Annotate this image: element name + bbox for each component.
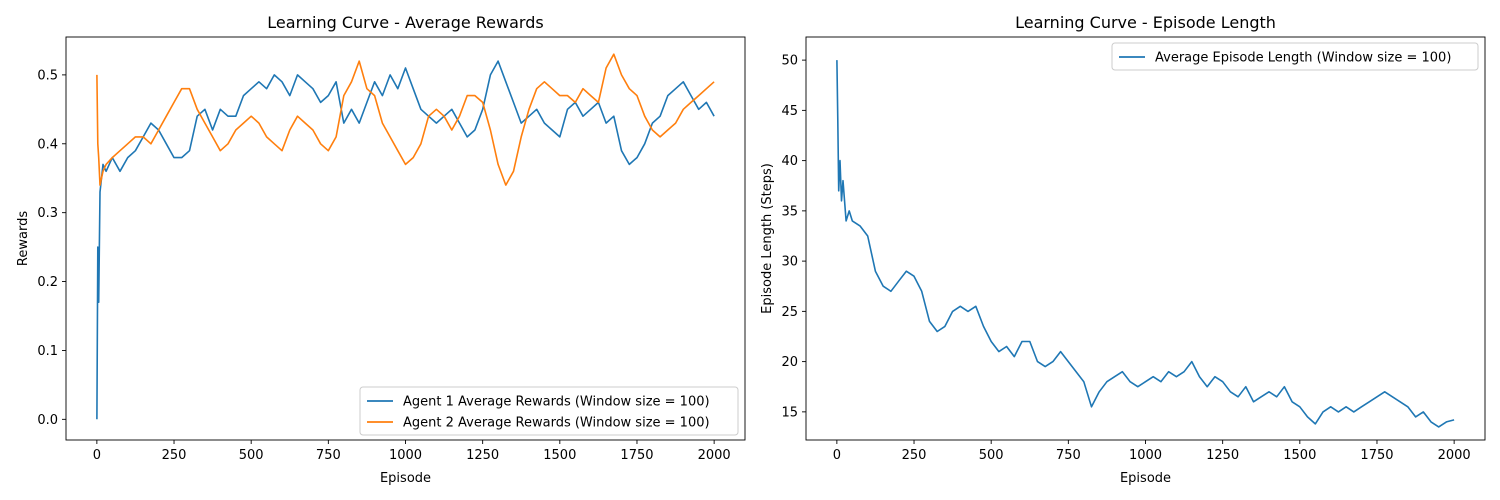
series-line-1 (96, 60, 715, 420)
x-tick-label: 1000 (389, 448, 422, 463)
plot-frame (65, 36, 746, 441)
x-tick-label: 1250 (466, 448, 499, 463)
rewards-chart: 0 250 500 750 1000 1250 1500 1750 2000 0.0 0.1 0.2 0… (16, 13, 746, 486)
x-tick-label: 250 (902, 448, 927, 463)
plot-frame (805, 36, 1486, 441)
x-tick-label: 500 (979, 448, 1004, 463)
legend-label-1: Average Episode Length (Window size = 10… (1155, 51, 1451, 66)
legend-box (359, 386, 739, 436)
y-tick-label: 40 (781, 154, 798, 169)
episode-length-chart: 0 250 500 750 1000 1250 1500 1750 2000 15 20 25 30 35… (760, 13, 1486, 486)
x-tick-label: 1500 (543, 448, 576, 463)
y-tick-label: 30 (781, 255, 798, 270)
x-tick-label: 0 (833, 448, 841, 463)
legend-label-1: Agent 1 Average Rewards (Window size = 1… (403, 395, 710, 410)
x-tick-label: 1750 (620, 448, 653, 463)
y-tick-label: 0.1 (37, 344, 58, 359)
y-tick-label: 0.0 (37, 413, 58, 428)
x-tick-label: 1250 (1206, 448, 1239, 463)
legend-box (1111, 42, 1479, 71)
chart-title: Learning Curve - Average Rewards (267, 13, 543, 32)
x-axis-label: Episode (1120, 471, 1171, 486)
y-tick-label: 50 (781, 54, 798, 69)
y-tick-label: 25 (781, 305, 798, 320)
y-tick-label: 0.3 (37, 206, 58, 221)
x-tick-label: 750 (316, 448, 341, 463)
y-axis-label: Episode Length (Steps) (760, 163, 775, 314)
x-tick-label: 0 (93, 448, 101, 463)
y-tick-label: 45 (781, 104, 798, 119)
x-tick-label: 750 (1056, 448, 1081, 463)
x-tick-label: 2000 (698, 448, 731, 463)
x-tick-label: 1750 (1360, 448, 1393, 463)
legend-label-2: Agent 2 Average Rewards (Window size = 1… (403, 416, 710, 431)
x-tick-label: 1000 (1129, 448, 1162, 463)
y-tick-label: 15 (781, 405, 798, 420)
series-line-2 (96, 53, 715, 186)
y-tick-label: 35 (781, 204, 798, 219)
y-axis-label: Rewards (16, 211, 31, 266)
y-tick-label: 0.2 (37, 275, 58, 290)
x-tick-label: 250 (162, 448, 187, 463)
y-tick-label: 0.5 (37, 68, 58, 83)
x-axis-label: Episode (380, 471, 431, 486)
x-tick-label: 1500 (1283, 448, 1316, 463)
x-tick-label: 500 (239, 448, 264, 463)
x-tick-label: 2000 (1438, 448, 1471, 463)
series-line-1 (836, 60, 1455, 428)
y-tick-label: 20 (781, 355, 798, 370)
y-tick-label: 0.4 (37, 137, 58, 152)
chart-title: Learning Curve - Episode Length (1015, 13, 1276, 32)
